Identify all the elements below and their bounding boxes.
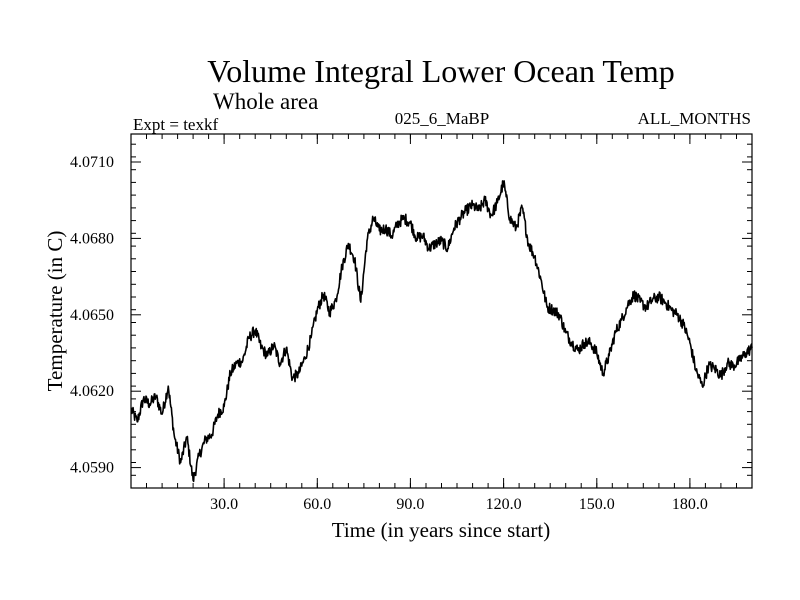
chart-title: Volume Integral Lower Ocean Temp — [207, 53, 675, 89]
x-tick-label: 150.0 — [579, 496, 615, 513]
x-tick-label: 30.0 — [210, 496, 238, 513]
x-tick-label: 60.0 — [303, 496, 331, 513]
y-tick-label: 4.0620 — [70, 383, 114, 400]
chart-subtitle: Whole area — [213, 89, 318, 114]
expt-label: Expt = texkf — [133, 115, 218, 134]
x-tick-label: 120.0 — [486, 496, 522, 513]
plot-frame — [130, 133, 753, 489]
series-line — [130, 180, 753, 483]
y-tick-label: 4.0710 — [70, 154, 114, 171]
y-tick-label: 4.0590 — [70, 460, 114, 477]
run-label: 025_6_MaBP — [395, 109, 489, 128]
y-tick-label: 4.0680 — [70, 230, 114, 247]
months-label: ALL_MONTHS — [638, 109, 751, 128]
y-tick-label: 4.0650 — [70, 307, 114, 324]
x-tick-label: 180.0 — [672, 496, 708, 513]
x-axis-label: Time (in years since start) — [332, 518, 551, 542]
x-tick-label: 90.0 — [396, 496, 424, 513]
axis-ticks — [131, 134, 752, 489]
y-tick-labels: 4.0590 4.0620 4.0650 4.0680 4.0710 — [70, 154, 114, 477]
y-axis-label: Temperature (in C) — [43, 231, 67, 392]
x-tick-labels: 30.0 60.0 90.0 120.0 150.0 180.0 — [210, 496, 708, 513]
